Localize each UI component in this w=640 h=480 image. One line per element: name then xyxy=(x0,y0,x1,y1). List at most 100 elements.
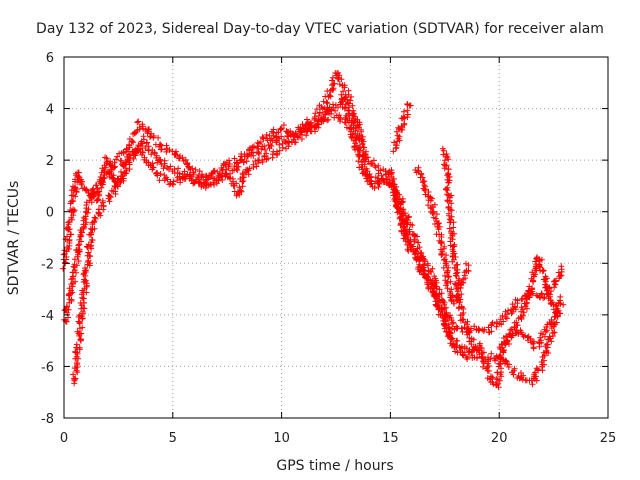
data-point xyxy=(303,128,310,135)
data-point xyxy=(524,305,530,312)
data-point xyxy=(398,221,405,228)
data-point xyxy=(502,357,509,364)
data-point xyxy=(134,145,140,152)
data-point xyxy=(263,150,270,157)
data-point xyxy=(465,262,472,269)
data-point xyxy=(435,226,442,233)
data-point xyxy=(316,112,322,119)
data-point xyxy=(349,112,356,119)
series-trace-g xyxy=(496,254,564,360)
data-point xyxy=(417,174,424,181)
data-point xyxy=(454,285,461,292)
data-point xyxy=(448,207,455,214)
data-point xyxy=(540,267,547,274)
data-point xyxy=(91,225,98,232)
data-point xyxy=(262,146,268,153)
data-point xyxy=(515,331,522,337)
data-point xyxy=(383,171,390,177)
data-point xyxy=(76,312,83,319)
data-point xyxy=(529,285,536,292)
data-point xyxy=(74,369,81,376)
data-point xyxy=(83,289,90,296)
data-point xyxy=(442,157,448,164)
data-point xyxy=(399,115,406,122)
data-point xyxy=(394,138,401,145)
data-point xyxy=(494,369,501,376)
data-point xyxy=(551,284,558,291)
data-point xyxy=(346,107,353,114)
data-point xyxy=(211,181,217,188)
data-point xyxy=(200,177,207,183)
data-point xyxy=(537,334,544,341)
data-point xyxy=(162,175,168,182)
data-point xyxy=(560,301,567,308)
data-point xyxy=(479,355,485,362)
data-point xyxy=(545,350,552,356)
data-point xyxy=(65,314,71,321)
data-point xyxy=(73,360,80,366)
data-point xyxy=(476,340,483,347)
data-point xyxy=(277,126,284,133)
data-point xyxy=(530,345,537,352)
data-point xyxy=(265,155,271,162)
data-point xyxy=(342,101,349,108)
data-point xyxy=(455,292,462,299)
data-point xyxy=(432,275,439,282)
data-point xyxy=(448,336,455,343)
data-point xyxy=(70,371,77,378)
data-point xyxy=(124,156,131,162)
data-point xyxy=(141,154,148,161)
series-trace-d xyxy=(390,101,414,155)
data-point xyxy=(72,365,79,371)
y-tick-label: -8 xyxy=(41,412,54,427)
data-point xyxy=(70,206,77,213)
data-point xyxy=(446,212,452,219)
data-point xyxy=(338,91,345,98)
data-point xyxy=(76,331,83,338)
data-point xyxy=(518,296,525,303)
data-point xyxy=(429,210,436,217)
data-point xyxy=(433,302,440,309)
data-point xyxy=(500,318,507,325)
data-point xyxy=(99,197,106,204)
data-point xyxy=(155,134,162,141)
plot-frame xyxy=(63,56,609,419)
data-point xyxy=(259,159,266,165)
data-point xyxy=(284,140,290,147)
data-point xyxy=(558,266,565,273)
data-point xyxy=(86,260,93,267)
data-point xyxy=(157,171,164,177)
data-point xyxy=(276,141,283,148)
data-point xyxy=(388,169,395,176)
data-point xyxy=(368,180,375,187)
data-point xyxy=(444,285,451,292)
data-point xyxy=(380,179,387,185)
data-point xyxy=(308,119,315,126)
data-point xyxy=(70,198,77,205)
data-point xyxy=(443,252,450,259)
data-point xyxy=(445,156,452,163)
data-point xyxy=(75,169,81,176)
data-point xyxy=(261,143,268,150)
data-point xyxy=(83,219,90,226)
data-point xyxy=(267,137,274,144)
data-point xyxy=(187,172,194,179)
data-point xyxy=(273,148,280,155)
data-point xyxy=(113,156,119,163)
data-point xyxy=(153,152,160,159)
data-point xyxy=(433,279,440,286)
data-point xyxy=(446,325,453,332)
data-point xyxy=(205,182,212,189)
data-point xyxy=(328,110,334,117)
data-point xyxy=(139,121,146,128)
data-point xyxy=(106,198,113,205)
data-point xyxy=(427,285,434,292)
data-point xyxy=(70,192,77,199)
data-point xyxy=(103,155,110,162)
data-point xyxy=(550,301,557,308)
series-trace-c xyxy=(60,107,560,391)
y-tick-label: 0 xyxy=(46,206,54,221)
data-point xyxy=(85,257,92,264)
data-point xyxy=(475,325,482,332)
